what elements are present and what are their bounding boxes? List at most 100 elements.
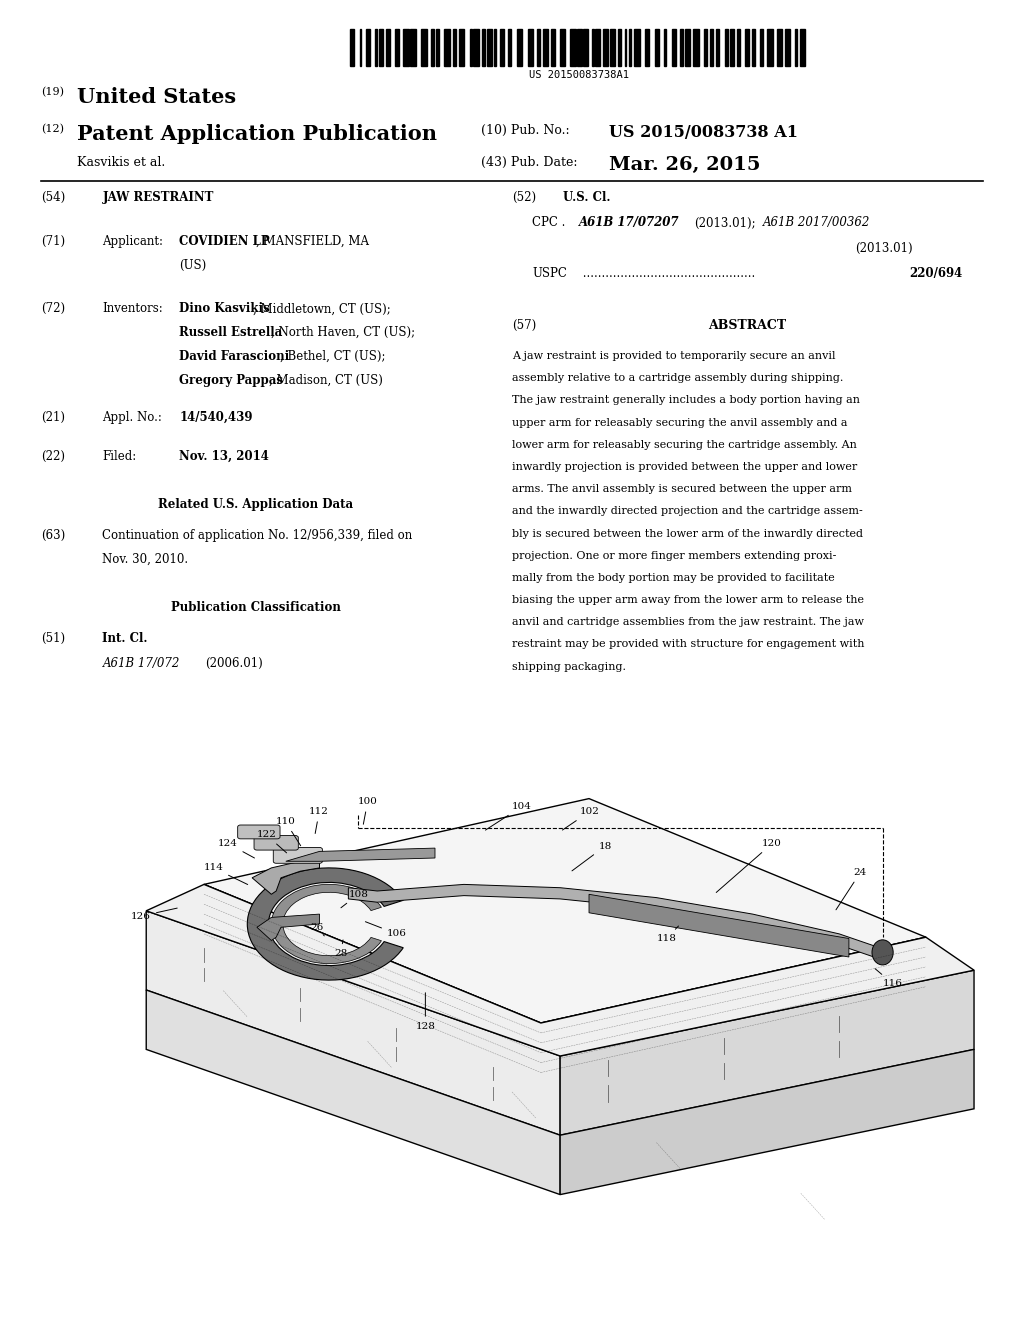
Bar — [436, 29, 439, 66]
Bar — [693, 29, 699, 66]
Text: 14/540,439: 14/540,439 — [179, 411, 253, 424]
Text: assembly relative to a cartridge assembly during shipping.: assembly relative to a cartridge assembl… — [512, 374, 844, 383]
Text: 116: 116 — [876, 969, 902, 987]
Text: (2013.01);: (2013.01); — [694, 216, 756, 230]
Text: inwardly projection is provided between the upper and lower: inwardly projection is provided between … — [512, 462, 857, 473]
Bar — [665, 29, 667, 66]
Text: (52): (52) — [512, 191, 537, 205]
FancyBboxPatch shape — [273, 847, 323, 863]
Polygon shape — [146, 911, 560, 1135]
Text: A jaw restraint is provided to temporarily secure an anvil: A jaw restraint is provided to temporari… — [512, 351, 836, 362]
Ellipse shape — [872, 940, 893, 965]
Bar — [610, 29, 615, 66]
Text: 104: 104 — [485, 803, 531, 830]
Text: , Middletown, CT (US);: , Middletown, CT (US); — [253, 302, 391, 315]
Text: (71): (71) — [41, 235, 66, 248]
Bar — [470, 29, 471, 66]
Text: JAW RESTRAINT: JAW RESTRAINT — [102, 191, 214, 205]
Bar — [359, 29, 361, 66]
Text: 124: 124 — [218, 840, 255, 858]
Text: Publication Classification: Publication Classification — [171, 601, 341, 614]
Bar — [630, 29, 631, 66]
Bar — [379, 29, 383, 66]
Text: restraint may be provided with structure for engagement with: restraint may be provided with structure… — [512, 639, 864, 649]
Polygon shape — [286, 847, 435, 861]
Text: , Bethel, CT (US);: , Bethel, CT (US); — [280, 350, 385, 363]
Bar — [730, 29, 734, 66]
Text: 122: 122 — [256, 830, 287, 853]
Bar — [366, 29, 370, 66]
Text: 112: 112 — [309, 808, 329, 833]
Bar — [767, 29, 773, 66]
Bar — [596, 29, 600, 66]
Text: Int. Cl.: Int. Cl. — [102, 632, 147, 645]
Text: Mar. 26, 2015: Mar. 26, 2015 — [609, 156, 761, 174]
Bar — [672, 29, 676, 66]
Text: (54): (54) — [41, 191, 66, 205]
Text: (12): (12) — [41, 124, 63, 135]
Text: U.S. Cl.: U.S. Cl. — [563, 191, 610, 205]
Text: United States: United States — [77, 87, 236, 107]
Text: A61B 17/072: A61B 17/072 — [102, 657, 180, 671]
Text: US 2015/0083738 A1: US 2015/0083738 A1 — [609, 124, 799, 141]
Bar — [473, 29, 479, 66]
Text: bly is secured between the lower arm of the inwardly directed: bly is secured between the lower arm of … — [512, 528, 863, 539]
Text: (43) Pub. Date:: (43) Pub. Date: — [481, 156, 578, 169]
Bar — [403, 29, 409, 66]
Text: 100: 100 — [357, 797, 378, 824]
Bar — [625, 29, 627, 66]
Text: Appl. No.:: Appl. No.: — [102, 411, 162, 424]
Bar — [538, 29, 541, 66]
Bar — [517, 29, 522, 66]
Text: (63): (63) — [41, 529, 66, 543]
Text: 24: 24 — [836, 869, 867, 909]
Text: 106: 106 — [366, 921, 407, 939]
Bar — [752, 29, 755, 66]
Text: 18: 18 — [572, 842, 612, 871]
Text: mally from the body portion may be provided to facilitate: mally from the body portion may be provi… — [512, 573, 835, 583]
Bar — [411, 29, 416, 66]
Bar — [725, 29, 728, 66]
Bar — [634, 29, 640, 66]
Bar — [560, 29, 564, 66]
Bar — [394, 29, 399, 66]
Text: (22): (22) — [41, 450, 65, 463]
Bar — [800, 29, 805, 66]
Bar — [603, 29, 608, 66]
Bar — [592, 29, 594, 66]
Bar — [705, 29, 708, 66]
Text: arms. The anvil assembly is secured between the upper arm: arms. The anvil assembly is secured betw… — [512, 484, 852, 494]
Text: 102: 102 — [562, 808, 599, 830]
Text: 126: 126 — [131, 908, 177, 920]
Text: (2006.01): (2006.01) — [205, 657, 262, 671]
Bar — [618, 29, 622, 66]
Text: Continuation of application No. 12/956,339, filed on: Continuation of application No. 12/956,3… — [102, 529, 413, 543]
Bar — [486, 29, 493, 66]
Bar — [551, 29, 555, 66]
Bar — [527, 29, 534, 66]
Polygon shape — [560, 1049, 974, 1195]
Text: 110: 110 — [275, 817, 301, 846]
Text: lower arm for releasably securing the cartridge assembly. An: lower arm for releasably securing the ca… — [512, 440, 857, 450]
Text: Applicant:: Applicant: — [102, 235, 164, 248]
Bar — [680, 29, 683, 66]
Text: 108: 108 — [341, 890, 369, 908]
Text: 128: 128 — [416, 993, 435, 1031]
Text: Filed:: Filed: — [102, 450, 136, 463]
Text: (US): (US) — [179, 259, 207, 272]
Bar — [508, 29, 511, 66]
Bar — [376, 29, 377, 66]
Text: Gregory Pappas: Gregory Pappas — [179, 374, 284, 387]
Bar — [544, 29, 548, 66]
FancyBboxPatch shape — [238, 825, 280, 840]
Text: A61B 17/07207: A61B 17/07207 — [579, 216, 679, 230]
Bar — [350, 29, 354, 66]
Text: The jaw restraint generally includes a body portion having an: The jaw restraint generally includes a b… — [512, 396, 860, 405]
Bar — [795, 29, 797, 66]
Bar — [737, 29, 740, 66]
Text: 28: 28 — [334, 940, 347, 958]
Bar — [645, 29, 649, 66]
Text: (51): (51) — [41, 632, 66, 645]
Text: 118: 118 — [656, 927, 679, 942]
Text: 26: 26 — [310, 923, 325, 936]
